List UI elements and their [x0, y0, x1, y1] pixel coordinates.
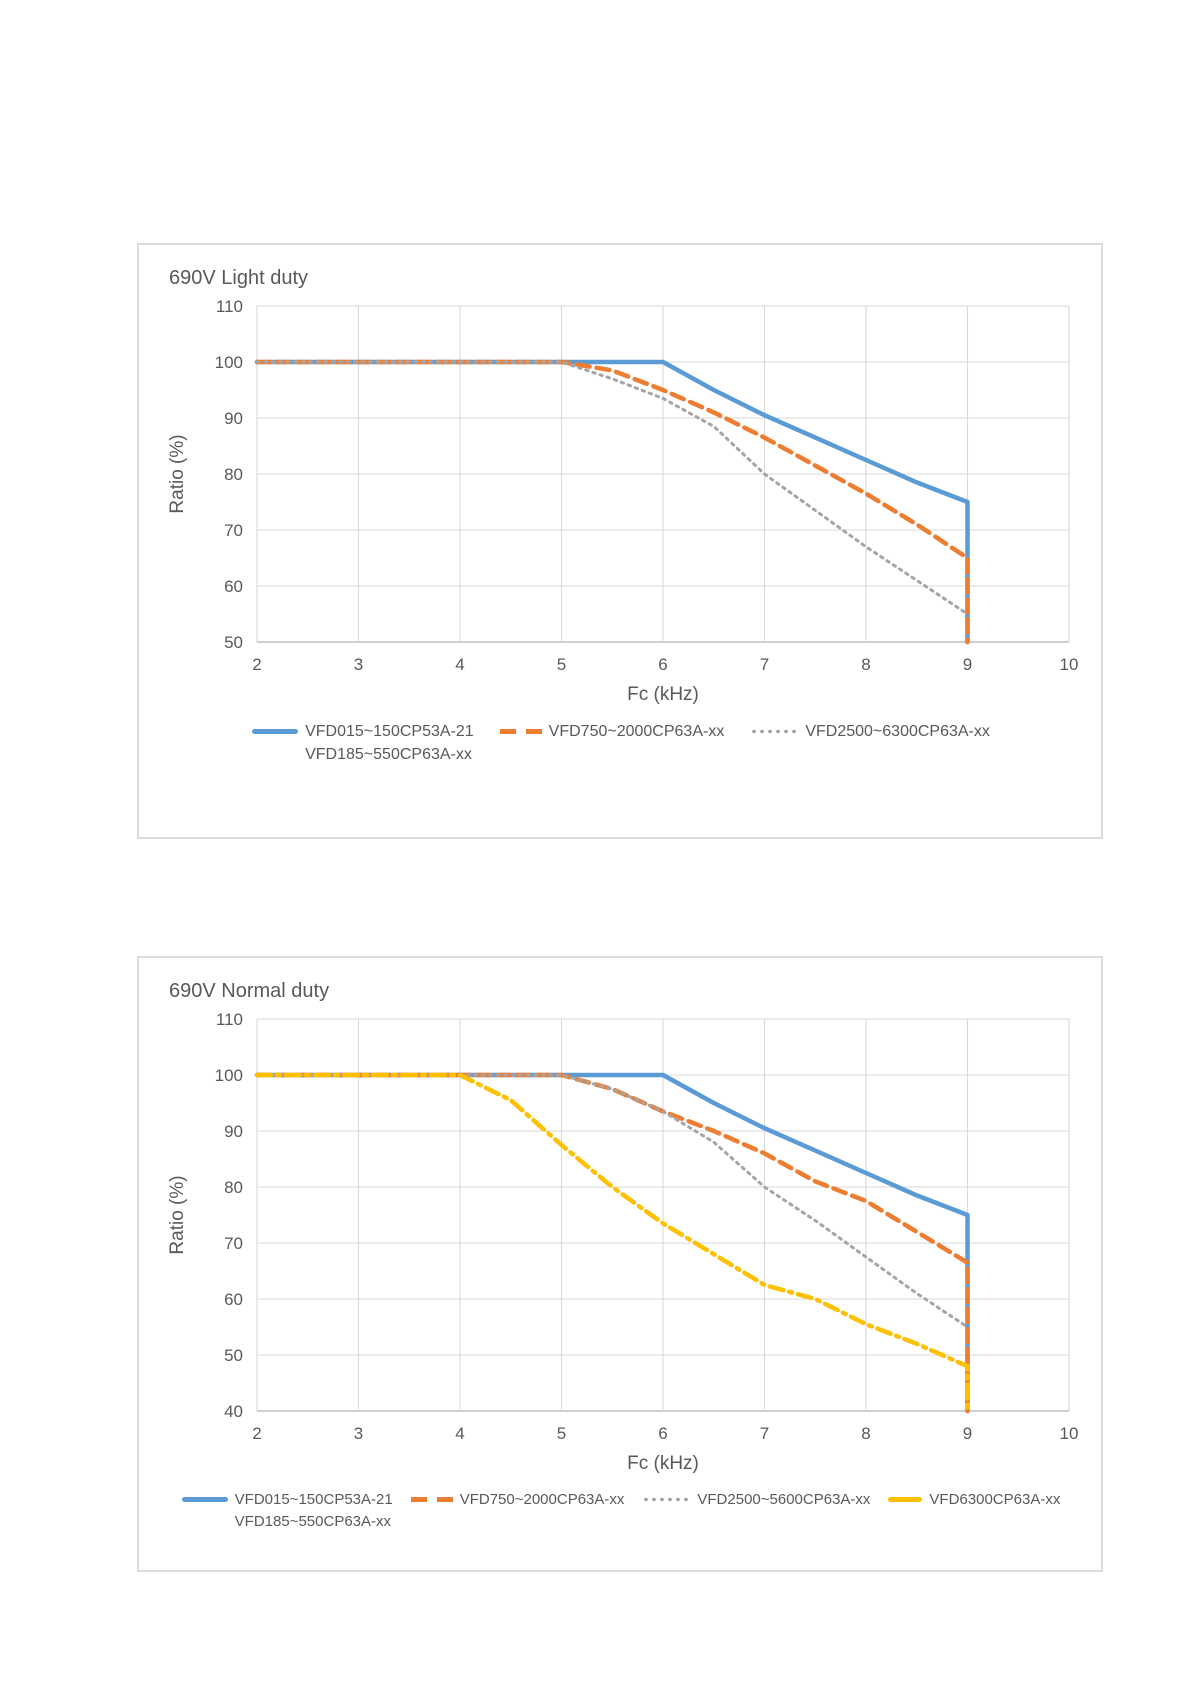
legend-marker — [499, 729, 542, 735]
x-tick-label: 7 — [760, 1424, 769, 1443]
x-tick-label: 6 — [658, 655, 667, 674]
y-tick-label: 110 — [216, 297, 243, 316]
y-axis-label: Ratio (%) — [167, 434, 188, 513]
legend-label-second-line: VFD185~550CP63A-xx — [305, 746, 472, 764]
y-axis-label: Ratio (%) — [167, 1175, 188, 1254]
x-axis-label: Fc (kHz) — [627, 684, 699, 705]
y-tick-label: 90 — [224, 409, 243, 428]
legend-marker — [181, 1497, 228, 1503]
legend-item: VFD2500~5600CP63A-xx — [642, 1489, 870, 1511]
x-tick-label: 10 — [1060, 1424, 1079, 1443]
x-tick-label: 5 — [557, 655, 566, 674]
legend-label: VFD015~150CP53A-21 — [234, 1491, 393, 1508]
x-tick-label: 4 — [455, 655, 464, 674]
y-tick-label: 80 — [224, 465, 243, 484]
legend-marker — [410, 1497, 453, 1503]
y-tick-label: 110 — [216, 1010, 243, 1029]
legend-marker — [252, 729, 299, 735]
y-tick-label: 100 — [215, 353, 243, 372]
x-tick-label: 8 — [861, 1424, 870, 1443]
x-axis-label: Fc (kHz) — [627, 1453, 699, 1474]
chart-canvas: 50 60 70 80 90 100 110 2 3 4 5 6 7 8 9 10 Fc (kHz) Ratio … — [167, 297, 1079, 705]
normal-duty-chart: 690V Normal duty 40 50 60 70 80 90 100 110 2 3 4 5 6… — [137, 956, 1103, 1572]
legend-item: VFD750~2000CP63A-xx — [410, 1489, 625, 1511]
y-tick-label: 60 — [224, 1290, 243, 1309]
legend-label: VFD015~150CP53A-21 — [305, 723, 474, 740]
series-line-3 — [254, 1072, 970, 1414]
legend-item: VFD015~150CP53A-21 VFD185~550CP63A-xx — [181, 1489, 393, 1533]
y-tick-label: 100 — [215, 1066, 243, 1085]
x-tick-label: 10 — [1060, 655, 1079, 674]
series-line-2 — [255, 1073, 969, 1329]
y-tick-label: 90 — [224, 1122, 243, 1141]
x-tick-label: 9 — [963, 655, 972, 674]
chart-legend: VFD015~150CP53A-21 VFD185~550CP63A-xx VFD7… — [157, 720, 1085, 766]
legend-item: VFD750~2000CP63A-xx — [499, 720, 725, 743]
x-tick-label: 3 — [354, 655, 363, 674]
legend-label: VFD750~2000CP63A-xx — [548, 723, 725, 740]
chart-canvas: 40 50 60 70 80 90 100 110 2 3 4 5 6 7 8 9 10 Fc (kHz) Rati… — [167, 1010, 1079, 1474]
legend-label: VFD2500~6300CP63A-xx — [805, 723, 990, 740]
legend-item: VFD2500~6300CP63A-xx — [750, 720, 990, 743]
y-tick-label: 70 — [224, 1234, 243, 1253]
legend-item: VFD6300CP63A-xx — [888, 1489, 1060, 1511]
y-tick-label: 50 — [224, 633, 243, 652]
y-tick-label: 50 — [224, 1346, 243, 1365]
legend-label: VFD750~2000CP63A-xx — [459, 1491, 625, 1508]
series-line-0 — [254, 359, 970, 645]
legend-label-second-line: VFD185~550CP63A-xx — [234, 1512, 392, 1530]
chart-title: 690V Light duty — [169, 267, 308, 289]
x-tick-label: 2 — [252, 1424, 261, 1443]
x-tick-label: 8 — [861, 655, 870, 674]
legend-label: VFD6300CP63A-xx — [929, 1491, 1061, 1508]
series-line-2 — [255, 360, 969, 616]
x-tick-label: 6 — [658, 1424, 667, 1443]
chart-legend: VFD015~150CP53A-21 VFD185~550CP63A-xx VFD7… — [157, 1489, 1085, 1533]
chart-title: 690V Normal duty — [169, 980, 330, 1002]
light-duty-chart: 690V Light duty 50 60 70 80 90 100 110 2 3 4 5 6 7 8 9… — [137, 243, 1103, 839]
x-tick-label: 9 — [963, 1424, 972, 1443]
series-line-1 — [254, 359, 970, 645]
legend-marker — [642, 1497, 691, 1503]
x-tick-label: 7 — [760, 655, 769, 674]
x-tick-label: 5 — [557, 1424, 566, 1443]
legend-marker — [750, 729, 799, 735]
x-tick-label: 4 — [455, 1424, 464, 1443]
x-tick-label: 3 — [354, 1424, 363, 1443]
y-tick-label: 80 — [224, 1178, 243, 1197]
y-tick-label: 70 — [224, 521, 243, 540]
legend-marker — [888, 1497, 923, 1503]
legend-label: VFD2500~5600CP63A-xx — [697, 1491, 871, 1508]
x-tick-label: 2 — [252, 655, 261, 674]
y-tick-label: 40 — [224, 1402, 243, 1421]
series-line-0 — [254, 1072, 970, 1414]
y-tick-label: 60 — [224, 577, 243, 596]
legend-item: VFD015~150CP53A-21 VFD185~550CP63A-xx — [252, 720, 474, 766]
